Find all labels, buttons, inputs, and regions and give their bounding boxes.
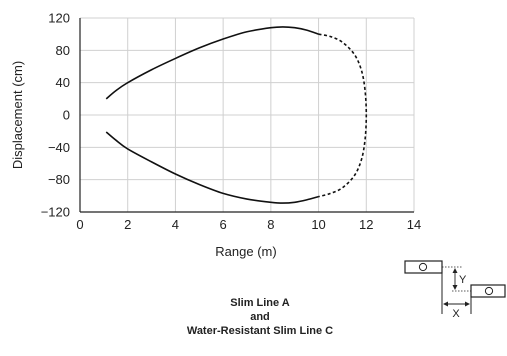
detection-boundary-line: [105, 131, 319, 204]
y-tick-label: −40: [48, 140, 70, 155]
x-arrowhead-left: [443, 301, 448, 307]
y-tick-label: 120: [48, 11, 70, 26]
detection-limit-dashed-line: [318, 33, 368, 198]
caption-line-1: Slim Line A: [230, 297, 290, 309]
caption-line-3: Water-Resistant Slim Line C: [186, 325, 334, 337]
x-tick-label: 10: [311, 217, 325, 232]
figure-caption: Slim Line A and Water-Resistant Slim Lin…: [140, 296, 380, 338]
y-tick-label: 40: [56, 75, 70, 90]
data-series: [105, 26, 368, 204]
y-tick-label: 0: [63, 108, 70, 123]
y-arrowhead-top: [452, 268, 458, 273]
x-tick-label: 2: [124, 217, 131, 232]
y-tick-label: 80: [56, 43, 70, 58]
detection-boundary-line: [105, 26, 319, 100]
x-tick-label: 8: [267, 217, 274, 232]
caption-line-2: and: [250, 311, 270, 323]
x-tick-label: 12: [359, 217, 373, 232]
x-tick-label: 6: [220, 217, 227, 232]
x-tick-label: 14: [407, 217, 421, 232]
offset-diagram: Y X: [404, 260, 506, 320]
y-tick-label: −120: [41, 205, 70, 220]
tick-labels: 0 2 4 6 8 10 12 14 120 80 40 0 −40 −80 −120: [41, 11, 422, 233]
axes: [79, 18, 414, 213]
x-tick-label: 4: [172, 217, 179, 232]
y-arrowhead-bottom: [452, 285, 458, 290]
x-arrowhead-right: [465, 301, 470, 307]
y-axis-title: Displacement (cm): [10, 61, 25, 169]
y-offset-label: Y: [459, 274, 467, 286]
y-tick-label: −80: [48, 172, 70, 187]
grid: [79, 17, 415, 213]
receiver-lens-icon: [484, 286, 494, 296]
emitter-lens-icon: [418, 262, 428, 272]
x-axis-title: Range (m): [215, 244, 276, 259]
x-tick-label: 0: [76, 217, 83, 232]
x-offset-label: X: [452, 308, 460, 320]
